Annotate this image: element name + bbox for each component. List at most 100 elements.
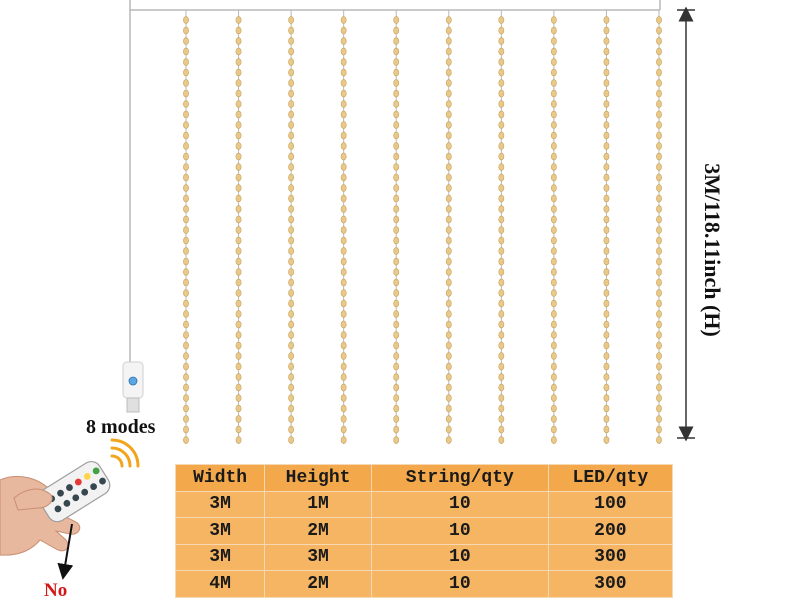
led-bulb [393,289,400,297]
led-bulb [288,362,295,371]
led-bulb [183,289,189,297]
led-bulb [340,320,347,329]
led-bulb [445,247,452,255]
led-bulb [656,68,662,77]
no-label: No [44,580,68,601]
led-bulb [340,37,347,45]
led-bulb [288,383,295,392]
usb-controller[interactable] [122,361,144,413]
hand-with-remote [0,438,140,580]
led-bulb [235,383,242,392]
led-bulb [550,268,557,276]
led-bulb [656,268,662,276]
led-bulb [393,394,400,402]
led-bulb [656,278,662,287]
led-bulb [393,268,400,276]
led-bulb [183,247,189,255]
led-bulb [183,16,189,24]
led-bulb [288,89,295,98]
led-bulb [393,68,400,77]
led-bulb [393,16,400,24]
led-bulb [550,320,557,329]
led-bulb [603,142,610,150]
led-bulb [550,215,557,224]
led-bulb [288,404,295,413]
led-bulb [445,299,452,308]
led-bulb [393,257,400,266]
led-bulb [603,352,610,360]
led-bulb [288,299,295,308]
led-bulb [498,247,505,255]
led-bulb [183,320,189,329]
header-height: Height [264,464,372,492]
led-bulb [656,173,662,182]
led-bulb [603,236,610,245]
led-bulb [288,373,295,381]
led-bulb [235,310,242,318]
led-bulb [498,257,505,266]
led-bulb [183,383,189,392]
led-bulb [235,404,242,413]
led-bulb [603,215,610,224]
led-bulb [445,425,452,434]
led-bulb [498,373,505,381]
led-bulb [393,142,400,150]
cell-string-qty: 10 [370,570,549,598]
led-bulb [393,205,400,213]
led-bulb [603,268,610,276]
led-bulb [393,299,400,308]
controller-button-icon[interactable] [128,376,138,386]
led-bulb [498,299,505,308]
led-bulb [183,58,189,66]
led-bulb [235,341,242,350]
led-bulb [445,131,452,140]
led-bulb [340,100,347,108]
led-bulb [183,425,189,434]
led-bulb [498,268,505,276]
led-string [393,10,400,444]
led-bulb [288,268,295,276]
led-bulb [603,121,610,129]
led-bulb [340,58,347,66]
led-bulb [498,121,505,129]
led-bulb [498,415,505,423]
led-bulb [498,226,505,234]
led-bulb [340,79,347,87]
led-bulb [498,37,505,45]
led-bulb [445,121,452,129]
usb-plug-icon [126,397,140,413]
led-bulb [498,425,505,434]
led-bulb [235,163,242,171]
led-bulb [393,58,400,66]
led-bulb [498,436,505,444]
table-header-row: Width Height String/qty LED/qty [174,464,674,492]
led-bulb [393,89,400,98]
led-string [656,10,662,444]
remote-button-icon [72,494,80,502]
cell-height: 1M [264,490,372,518]
led-bulb [288,47,295,56]
led-bulb [656,215,662,224]
cell-width: 4M [174,570,266,598]
led-string [603,10,610,444]
led-bulb [656,79,662,87]
led-string [498,10,505,444]
cell-height: 3M [264,543,372,571]
led-bulb [656,404,662,413]
cell-string-qty: 10 [370,490,549,518]
led-bulb [445,194,452,203]
remote-button-icon [66,484,73,491]
led-bulb [340,310,347,318]
led-bulb [603,415,610,423]
led-bulb [340,394,347,402]
led-bulb [498,289,505,297]
led-bulb [183,100,189,108]
led-bulb [603,110,610,119]
led-bulb [498,58,505,66]
led-bulb [340,173,347,182]
led-bulb [445,341,452,350]
led-bulb [550,425,557,434]
cell-string-qty: 10 [370,517,549,545]
led-bulb [603,436,610,444]
